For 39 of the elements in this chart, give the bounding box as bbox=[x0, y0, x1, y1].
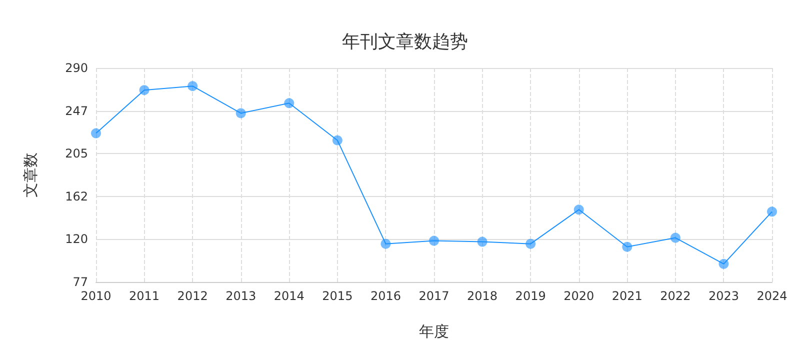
x-tick-label: 2013 bbox=[226, 289, 256, 303]
point bbox=[526, 238, 536, 249]
y-tick-label: 120 bbox=[65, 232, 88, 246]
point bbox=[718, 258, 729, 269]
x-tick-label: 2024 bbox=[756, 289, 788, 303]
x-tick-label: 2017 bbox=[418, 289, 450, 303]
point bbox=[429, 236, 439, 246]
point bbox=[574, 204, 584, 215]
point bbox=[767, 206, 777, 217]
y-tick-label: 290 bbox=[65, 61, 88, 75]
point bbox=[188, 81, 198, 92]
point bbox=[380, 238, 391, 249]
chart-title: 年刊文章数趋势 bbox=[342, 32, 468, 52]
y-tick-label: 205 bbox=[65, 146, 88, 160]
x-tick-label: 2020 bbox=[564, 289, 594, 303]
point bbox=[236, 108, 246, 118]
x-axis-title: 年度 bbox=[419, 322, 449, 340]
point bbox=[332, 135, 342, 146]
x-tick-label: 2011 bbox=[129, 289, 160, 303]
point bbox=[139, 85, 150, 96]
x-tick-label: 2023 bbox=[708, 289, 739, 303]
y-tick-label: 247 bbox=[65, 104, 88, 118]
y-tick-label: 162 bbox=[65, 190, 88, 204]
x-tick-label: 2016 bbox=[370, 289, 401, 303]
x-tick-label: 2021 bbox=[612, 289, 642, 303]
x-tick-label: 2010 bbox=[80, 289, 112, 303]
point bbox=[622, 242, 632, 252]
point bbox=[91, 128, 101, 138]
point bbox=[477, 236, 488, 247]
y-tick-label: 77 bbox=[72, 275, 88, 289]
point bbox=[670, 232, 680, 243]
x-tick-label: 2012 bbox=[177, 289, 208, 303]
x-tick-label: 2018 bbox=[467, 289, 498, 303]
x-tick-label: 2019 bbox=[515, 289, 546, 303]
x-tick-label: 2015 bbox=[322, 289, 353, 303]
point bbox=[284, 98, 294, 108]
x-tick-label: 2022 bbox=[660, 289, 691, 303]
y-axis-title: 文章数 bbox=[22, 152, 40, 198]
x-tick-label: 2014 bbox=[274, 289, 304, 303]
